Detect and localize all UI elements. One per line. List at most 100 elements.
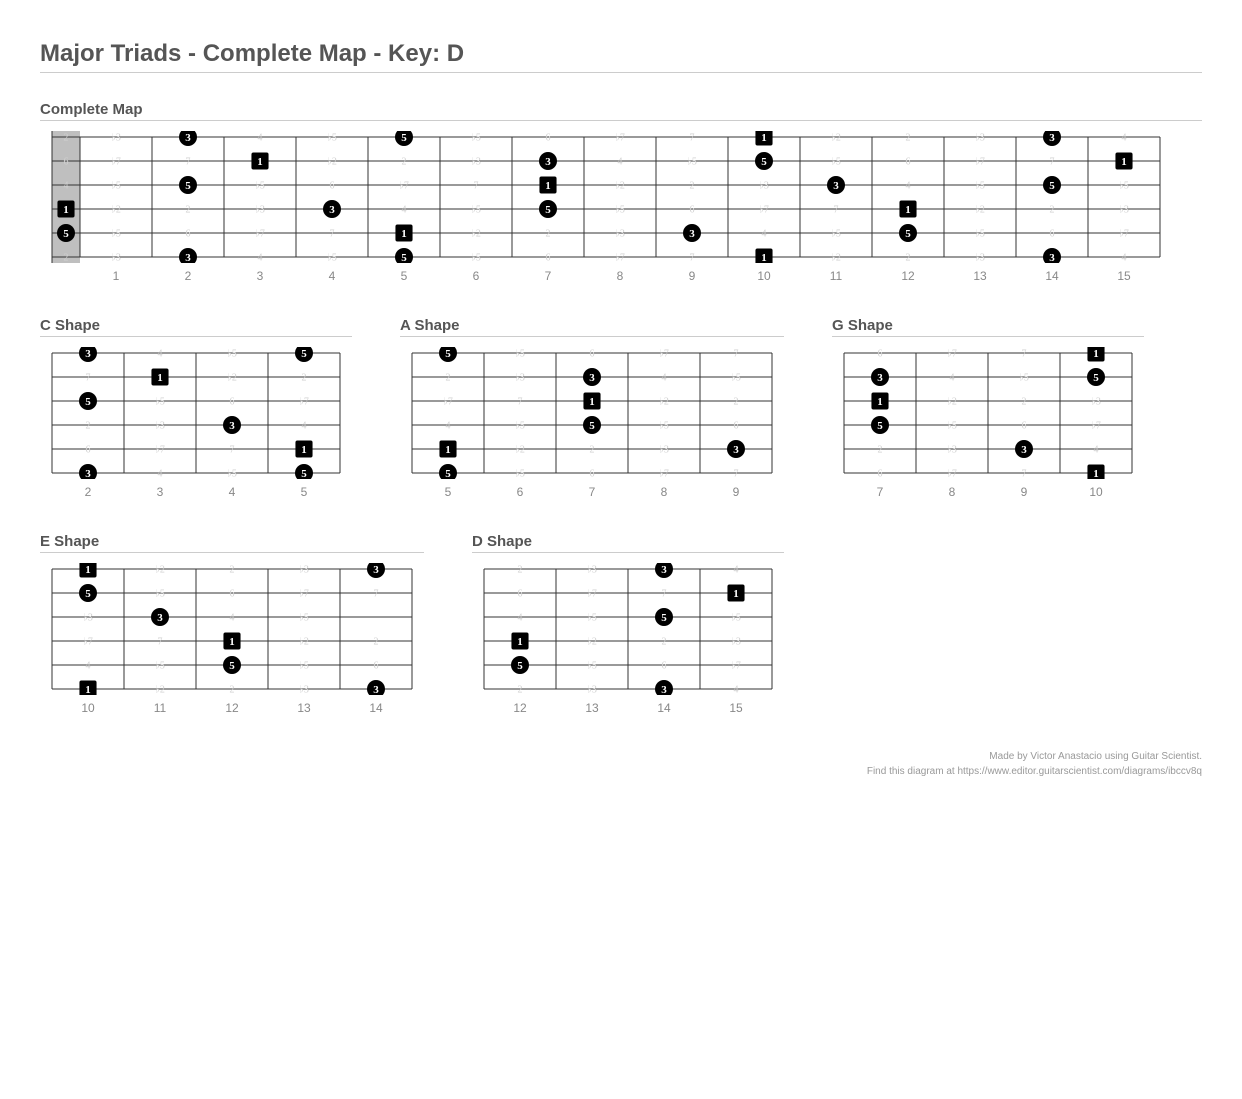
- complete-map-diagram: 264152♭34♭5♭56♭77♭22♭34♭77♭22♭34♭55♭56♭7…: [40, 131, 1202, 283]
- svg-text:4: 4: [1094, 445, 1099, 456]
- svg-text:♭5: ♭5: [515, 469, 525, 480]
- fret-number: 6: [440, 269, 512, 283]
- svg-text:3: 3: [833, 180, 839, 192]
- svg-text:♭2: ♭2: [327, 157, 337, 168]
- svg-text:1: 1: [589, 396, 595, 408]
- svg-text:♭7: ♭7: [299, 397, 309, 408]
- svg-text:♭3: ♭3: [947, 445, 957, 456]
- svg-text:3: 3: [661, 564, 667, 576]
- svg-text:6: 6: [86, 445, 91, 456]
- svg-text:♭7: ♭7: [111, 157, 121, 168]
- svg-text:6: 6: [1022, 421, 1027, 432]
- fret-number: 4: [196, 485, 268, 499]
- svg-text:3: 3: [689, 228, 695, 240]
- fret-number: 9: [988, 485, 1060, 499]
- svg-text:6: 6: [518, 589, 523, 600]
- svg-text:♭3: ♭3: [759, 181, 769, 192]
- fret-number: 3: [224, 269, 296, 283]
- shapes-row-2: E Shape♭22♭3♭56♭77♭34♭5♭77♭224♭5♭56♭22♭3…: [40, 533, 1202, 715]
- svg-text:3: 3: [733, 444, 739, 456]
- svg-text:♭2: ♭2: [155, 565, 165, 576]
- svg-text:2: 2: [86, 421, 91, 432]
- svg-text:♭3: ♭3: [587, 565, 597, 576]
- svg-text:6: 6: [330, 181, 335, 192]
- svg-text:♭7: ♭7: [443, 397, 453, 408]
- svg-text:1: 1: [301, 444, 307, 456]
- svg-text:3: 3: [545, 156, 551, 168]
- svg-text:♭7: ♭7: [587, 589, 597, 600]
- svg-text:7: 7: [734, 349, 739, 360]
- svg-text:2: 2: [1050, 205, 1055, 216]
- shape-rule: [472, 552, 784, 553]
- svg-text:2: 2: [230, 685, 235, 696]
- svg-text:6: 6: [590, 349, 595, 360]
- svg-text:6: 6: [662, 661, 667, 672]
- svg-text:7: 7: [330, 229, 335, 240]
- fret-number: 12: [196, 701, 268, 715]
- svg-text:7: 7: [518, 397, 523, 408]
- svg-text:5: 5: [877, 420, 883, 432]
- svg-text:♭3: ♭3: [111, 253, 121, 264]
- svg-text:♭3: ♭3: [975, 253, 985, 264]
- fret-number: 5: [268, 485, 340, 499]
- svg-text:1: 1: [761, 252, 767, 263]
- fret-number: 7: [512, 269, 584, 283]
- svg-text:4: 4: [402, 205, 407, 216]
- svg-text:6: 6: [878, 349, 883, 360]
- svg-text:♭5: ♭5: [327, 253, 337, 264]
- svg-text:4: 4: [518, 613, 523, 624]
- svg-text:6: 6: [374, 661, 379, 672]
- svg-text:4: 4: [734, 685, 739, 696]
- svg-text:1: 1: [545, 180, 551, 192]
- svg-text:3: 3: [185, 252, 191, 263]
- fret-number-row: 56789: [400, 485, 784, 499]
- fret-number: 8: [916, 485, 988, 499]
- fret-number: 11: [800, 269, 872, 283]
- svg-text:4: 4: [258, 253, 263, 264]
- svg-text:♭5: ♭5: [227, 469, 237, 480]
- fret-number: 7: [556, 485, 628, 499]
- svg-text:4: 4: [446, 421, 451, 432]
- svg-text:1: 1: [157, 372, 163, 384]
- svg-text:7: 7: [1022, 349, 1027, 360]
- svg-text:1: 1: [733, 588, 739, 600]
- complete-map-rule: [40, 120, 1202, 121]
- svg-text:♭7: ♭7: [155, 445, 165, 456]
- svg-text:1: 1: [257, 156, 263, 168]
- svg-text:5: 5: [905, 228, 911, 240]
- svg-text:♭7: ♭7: [299, 589, 309, 600]
- svg-text:♭5: ♭5: [515, 349, 525, 360]
- shape-rule: [40, 552, 424, 553]
- svg-text:7: 7: [734, 469, 739, 480]
- svg-text:4: 4: [64, 181, 69, 192]
- svg-text:5: 5: [85, 396, 91, 408]
- svg-text:5: 5: [445, 348, 451, 360]
- shape-diagram: ♭56♭772♭34♭5♭77♭224♭5♭56♭22♭3♭56♭7753151…: [400, 347, 784, 499]
- fret-number: 5: [368, 269, 440, 283]
- svg-text:5: 5: [517, 660, 523, 672]
- title-rule: [40, 72, 1202, 73]
- svg-text:♭7: ♭7: [731, 661, 741, 672]
- svg-text:♭7: ♭7: [947, 469, 957, 480]
- svg-text:♭3: ♭3: [1119, 205, 1129, 216]
- svg-text:1: 1: [445, 444, 451, 456]
- fret-number: 11: [124, 701, 196, 715]
- fret-number: 15: [700, 701, 772, 715]
- svg-text:♭5: ♭5: [327, 133, 337, 144]
- svg-text:2: 2: [690, 181, 695, 192]
- svg-text:4: 4: [302, 421, 307, 432]
- fret-number: 4: [296, 269, 368, 283]
- svg-text:1: 1: [517, 636, 523, 648]
- shape-rule: [400, 336, 784, 337]
- svg-text:4: 4: [158, 469, 163, 480]
- svg-text:♭5: ♭5: [227, 349, 237, 360]
- svg-text:♭3: ♭3: [515, 373, 525, 384]
- svg-text:1: 1: [85, 564, 91, 576]
- svg-text:3: 3: [373, 684, 379, 695]
- a-shape-block: A Shape♭56♭772♭34♭5♭77♭224♭5♭56♭22♭3♭56♭…: [400, 317, 784, 499]
- svg-text:5: 5: [401, 252, 407, 263]
- svg-text:6: 6: [690, 205, 695, 216]
- fret-number: 13: [556, 701, 628, 715]
- svg-text:♭7: ♭7: [759, 205, 769, 216]
- svg-text:5: 5: [445, 468, 451, 479]
